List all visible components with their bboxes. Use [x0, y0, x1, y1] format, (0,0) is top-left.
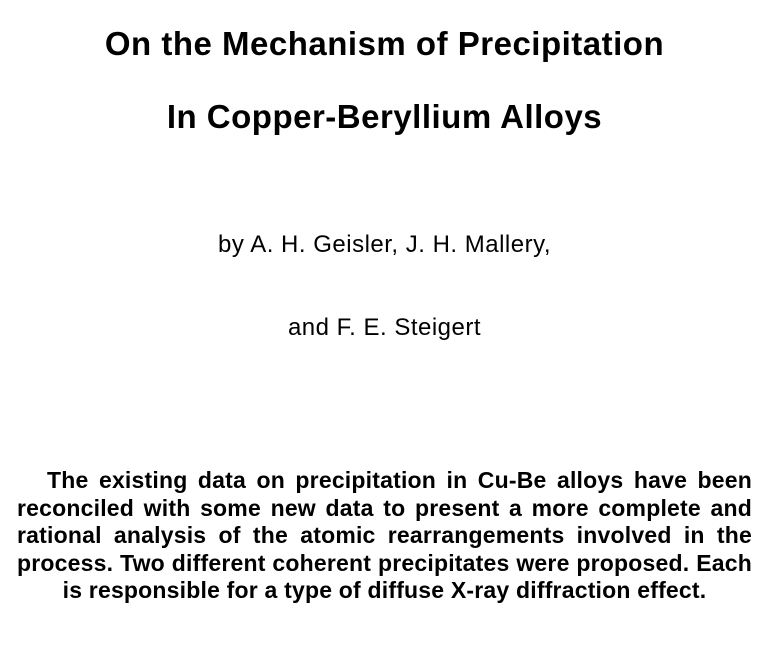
title-line-2: In Copper-Beryllium Alloys	[15, 98, 754, 136]
title-line-1: On the Mechanism of Precipitation	[15, 25, 754, 63]
byline-1: by A. H. Geisler, J. H. Mallery,	[15, 231, 754, 259]
byline-2: and F. E. Steigert	[15, 314, 754, 342]
abstract-text: The existing data on precipitation in Cu…	[15, 467, 754, 605]
